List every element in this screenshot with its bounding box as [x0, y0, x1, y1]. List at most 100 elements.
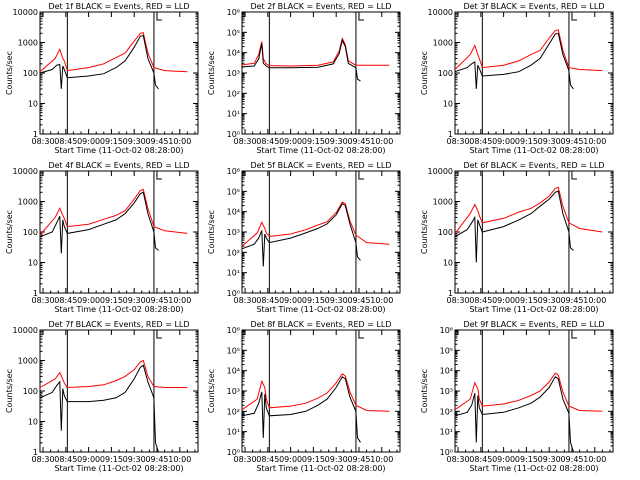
x-tick-label: 09:15: [302, 137, 325, 146]
y-tick-label: 10000: [13, 8, 38, 17]
chart-title: Det 7f BLACK = Events, RED = LLD: [48, 320, 189, 329]
y-tick-label: 1000: [18, 39, 38, 48]
y-tick-label: 10⁵: [227, 28, 240, 37]
x-tick-label: 09:30: [123, 455, 146, 464]
chart-title: Det 9f BLACK = Events, RED = LLD: [463, 320, 604, 329]
series-events-line: [454, 376, 574, 453]
x-tick-label: 08:45: [54, 455, 77, 464]
x-tick-label: 09:15: [100, 455, 123, 464]
y-tick-label: 1000: [433, 39, 453, 48]
y-axis-label: Counts/sec: [420, 210, 429, 254]
x-tick-label: 08:45: [469, 296, 492, 305]
y-tick-label: 10⁶: [227, 326, 240, 335]
y-tick-label: 10³: [227, 387, 240, 396]
chart-panel-5: Det 5f BLACK = Events, RED = LLD 10⁰ 10¹ 10…: [207, 161, 401, 314]
chart-title: Det 6f BLACK = Events, RED = LLD: [463, 161, 604, 170]
x-axis-label: Start Time (11-Oct-02 08:28:00): [256, 146, 385, 155]
x-axis-label: Start Time (11-Oct-02 08:28:00): [256, 464, 385, 473]
x-tick-label: 10:00: [583, 296, 606, 305]
y-tick-label: 10³: [227, 228, 240, 237]
y-tick-label: 10⁵: [440, 346, 453, 355]
y-tick-label: 10: [28, 100, 38, 109]
y-tick-label: 10000: [428, 8, 453, 17]
x-tick-label: 09:00: [77, 455, 100, 464]
x-tick-label: 09:45: [145, 455, 168, 464]
x-tick-label: 09:45: [347, 296, 370, 305]
marker-bracket: [358, 14, 364, 21]
x-tick-label: 10:00: [370, 296, 393, 305]
x-tick-label: 08:30: [32, 455, 55, 464]
x-tick-label: 09:30: [538, 455, 561, 464]
x-tick-label: 08:30: [234, 137, 257, 146]
x-tick-label: 09:15: [100, 137, 123, 146]
marker-bracket: [571, 332, 577, 339]
x-tick-label: 09:30: [538, 296, 561, 305]
series-events-line: [241, 38, 361, 82]
y-tick-label: 10⁰: [227, 289, 240, 298]
y-tick-label: 1: [448, 130, 453, 139]
y-tick-label: 10⁶: [227, 167, 240, 176]
y-tick-label: 10⁵: [227, 187, 240, 196]
x-tick-label: 09:00: [492, 137, 515, 146]
y-axis-label: Counts/sec: [5, 51, 14, 95]
chart-title: Det 1f BLACK = Events, RED = LLD: [48, 2, 189, 11]
x-tick-label: 09:15: [515, 455, 538, 464]
x-tick-label: 10:00: [370, 455, 393, 464]
y-tick-label: 10²: [227, 248, 240, 257]
x-axis-label: Start Time (11-Oct-02 08:28:00): [256, 305, 385, 314]
chart-title: Det 5f BLACK = Events, RED = LLD: [250, 161, 391, 170]
x-tick-label: 09:45: [560, 296, 583, 305]
chart-panel-8: Det 8f BLACK = Events, RED = LLD 10⁰ 10¹ 10…: [207, 320, 401, 473]
series-lld-line: [454, 186, 603, 234]
y-tick-label: 100: [438, 69, 453, 78]
marker-bracket: [156, 14, 162, 21]
x-tick-label: 09:30: [123, 137, 146, 146]
y-tick-label: 10⁴: [440, 367, 453, 376]
x-axis-label: Start Time (11-Oct-02 08:28:00): [54, 146, 183, 155]
x-tick-label: 09:30: [123, 296, 146, 305]
chart-panel-9: Det 9f BLACK = Events, RED = LLD 10⁰ 10¹ 10…: [420, 320, 614, 473]
y-tick-label: 10000: [13, 326, 38, 335]
y-tick-label: 100: [23, 228, 38, 237]
y-tick-label: 100: [438, 228, 453, 237]
chart-title: Det 2f BLACK = Events, RED = LLD: [250, 2, 391, 11]
x-tick-label: 10:00: [168, 296, 191, 305]
chart-panel-3: Det 3f BLACK = Events, RED = LLD 1 10 100 10…: [420, 2, 614, 155]
chart-title: Det 3f BLACK = Events, RED = LLD: [463, 2, 604, 11]
plot-frame: [241, 11, 401, 135]
marker-bracket: [358, 332, 364, 339]
series-lld-line: [39, 188, 188, 236]
series-lld-line: [454, 372, 603, 412]
y-tick-label: 1: [33, 289, 38, 298]
y-axis-label: Counts/sec: [207, 210, 216, 254]
x-tick-label: 08:30: [447, 455, 470, 464]
x-tick-label: 09:45: [347, 137, 370, 146]
x-tick-label: 09:45: [560, 137, 583, 146]
y-tick-label: 100: [23, 387, 38, 396]
x-tick-label: 09:15: [515, 137, 538, 146]
plot-frame: [39, 11, 199, 135]
series-events-line: [39, 191, 159, 254]
x-tick-label: 10:00: [583, 137, 606, 146]
marker-bracket: [358, 173, 364, 180]
plot-frame: [454, 11, 614, 135]
y-tick-label: 10⁶: [440, 326, 453, 335]
x-tick-label: 09:30: [325, 296, 348, 305]
chart-panel-2: Det 2f BLACK = Events, RED = LLD 10⁰ 10¹ 10…: [207, 2, 401, 155]
y-tick-label: 10²: [227, 407, 240, 416]
x-tick-label: 09:00: [492, 455, 515, 464]
x-tick-label: 10:00: [370, 137, 393, 146]
x-axis-label: Start Time (11-Oct-02 08:28:00): [54, 464, 183, 473]
x-tick-label: 10:00: [168, 455, 191, 464]
x-tick-label: 08:45: [256, 137, 279, 146]
chart-panel-4: Det 4f BLACK = Events, RED = LLD 1 10 100 10…: [5, 161, 199, 314]
x-tick-label: 09:00: [279, 455, 302, 464]
x-tick-label: 08:45: [469, 455, 492, 464]
series-lld-line: [241, 373, 390, 412]
y-tick-label: 10⁴: [227, 208, 240, 217]
y-tick-label: 10000: [13, 167, 38, 176]
x-tick-label: 09:30: [325, 455, 348, 464]
chart-title: Det 8f BLACK = Events, RED = LLD: [250, 320, 391, 329]
series-events-line: [39, 34, 159, 90]
